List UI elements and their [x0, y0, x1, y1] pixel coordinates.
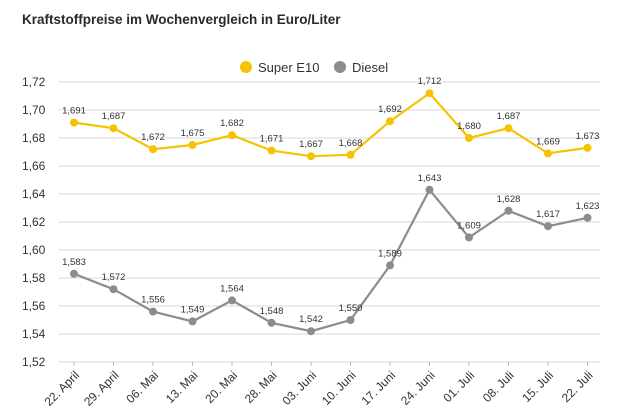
x-tick-label: 01. Juli: [440, 368, 477, 405]
series-diesel: 1,583 1,572 1,556 1,549 1,564 1,548 1,542 1,550…: [62, 173, 600, 336]
data-label: 1,556: [141, 295, 165, 306]
data-point: [346, 150, 355, 159]
data-point: [386, 261, 394, 270]
data-label: 1,643: [418, 173, 442, 184]
y-tick-label: 1,66: [22, 159, 46, 173]
x-tick-label: 22. Juli: [559, 368, 596, 405]
y-tick-label: 1,54: [22, 327, 46, 341]
data-label: 1,548: [260, 306, 284, 317]
y-tick-label: 1,70: [22, 103, 46, 117]
data-point: [465, 233, 473, 242]
x-tick-label: 15. Juli: [519, 368, 556, 405]
data-label: 1,609: [457, 220, 481, 231]
x-tick-label: 29. April: [81, 368, 122, 409]
data-label: 1,623: [576, 201, 600, 212]
x-tick-label: 13. Mai: [163, 368, 201, 406]
data-point: [544, 222, 552, 231]
y-tick-label: 1,62: [22, 215, 46, 229]
data-point: [583, 143, 592, 152]
x-tick-label: 17. Juni: [359, 368, 399, 408]
x-tick-label: 22. April: [42, 368, 83, 409]
data-point: [149, 145, 157, 154]
legend-label: Super E10: [258, 60, 319, 75]
data-label: 1,712: [418, 76, 442, 87]
chart-title: Kraftstoffpreise im Wochenvergleich in E…: [22, 12, 341, 27]
x-tick-label: 10. Juni: [319, 368, 359, 408]
data-label: 1,572: [102, 272, 126, 283]
legend-marker: [240, 61, 252, 73]
y-axis-ticks: 1,52 1,54 1,56 1,58 1,60 1,62 1,64 1,66 1,68 1,70…: [22, 75, 46, 369]
data-label: 1,617: [536, 209, 560, 220]
data-label: 1,669: [536, 136, 560, 147]
y-tick-label: 1,60: [22, 243, 46, 257]
data-label: 1,692: [378, 104, 402, 115]
y-tick-label: 1,64: [22, 187, 46, 201]
series-line: [73, 187, 588, 333]
y-tick-label: 1,72: [22, 75, 46, 89]
data-point: [267, 146, 276, 155]
data-label: 1,542: [299, 314, 323, 325]
data-point: [465, 134, 473, 142]
data-label: 1,667: [299, 139, 323, 150]
data-point: [188, 317, 197, 326]
x-tick-label: 20. Mai: [202, 368, 240, 406]
data-point: [70, 269, 78, 278]
legend-label: Diesel: [352, 60, 388, 75]
data-point: [583, 213, 592, 222]
y-tick-label: 1,68: [22, 131, 46, 145]
data-label: 1,583: [62, 257, 86, 268]
data-point: [346, 316, 355, 324]
legend-marker: [334, 61, 346, 73]
data-label: 1,564: [220, 283, 244, 294]
data-label: 1,680: [457, 121, 481, 132]
data-label: 1,672: [141, 132, 165, 143]
y-tick-label: 1,58: [22, 271, 46, 285]
data-point: [504, 124, 513, 133]
data-point: [307, 152, 315, 161]
data-point: [544, 149, 552, 158]
data-point: [149, 307, 157, 316]
x-tick-label: 28. Mai: [242, 368, 280, 406]
data-point: [307, 327, 315, 336]
legend: Super E10 Diesel: [240, 60, 388, 75]
data-label: 1,687: [102, 111, 126, 122]
data-point: [70, 118, 78, 127]
data-point: [188, 141, 197, 149]
gridlines: [58, 81, 600, 363]
data-label: 1,673: [576, 131, 600, 142]
series-lines: 1,691 1,687 1,672 1,675 1,682 1,671 1,667 1,668…: [62, 76, 600, 336]
data-point: [109, 124, 118, 133]
data-point: [425, 185, 434, 194]
data-label: 1,628: [497, 194, 521, 205]
data-point: [386, 117, 394, 126]
data-label: 1,671: [260, 134, 284, 145]
y-tick-label: 1,56: [22, 299, 46, 313]
data-label: 1,675: [181, 128, 205, 139]
x-tick-label: 03. Juni: [280, 368, 320, 408]
data-point: [267, 318, 276, 327]
x-tick-label: 08. Juli: [480, 368, 517, 405]
data-label: 1,691: [62, 106, 86, 117]
data-point: [228, 131, 236, 140]
x-tick-label: 24. Juni: [398, 368, 438, 408]
data-label: 1,549: [181, 304, 205, 315]
data-label: 1,550: [339, 303, 363, 314]
data-point: [425, 89, 434, 98]
data-label: 1,682: [220, 118, 244, 129]
data-point: [228, 296, 236, 305]
series-super-e10: 1,691 1,687 1,672 1,675 1,682 1,671 1,667 1,668…: [62, 76, 600, 161]
data-label: 1,589: [378, 248, 402, 259]
data-label: 1,687: [497, 111, 521, 122]
y-tick-label: 1,52: [22, 355, 46, 369]
series-line: [73, 91, 588, 158]
x-tick-label: 06. Mai: [123, 368, 161, 406]
data-label: 1,668: [339, 138, 363, 149]
data-point: [109, 285, 118, 294]
data-point: [504, 206, 513, 215]
